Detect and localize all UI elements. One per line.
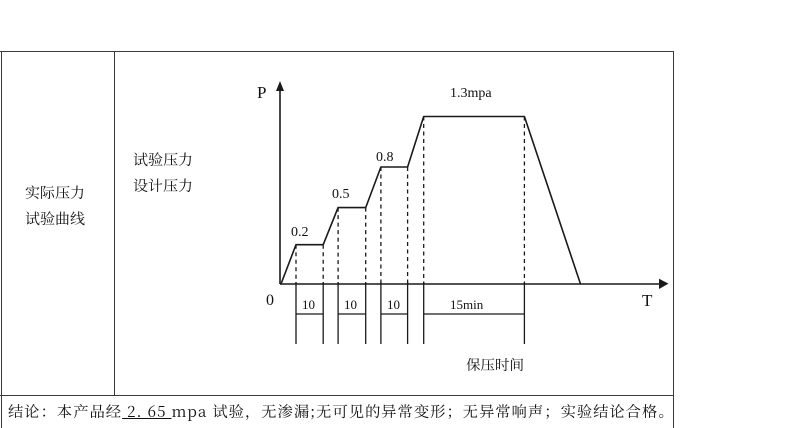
svg-text:0.8: 0.8 <box>376 150 394 165</box>
svg-text:10: 10 <box>302 297 315 312</box>
svg-text:P: P <box>257 83 266 102</box>
svg-text:T: T <box>642 291 653 310</box>
svg-text:15min: 15min <box>450 297 484 312</box>
svg-text:0.2: 0.2 <box>291 225 309 240</box>
svg-text:0: 0 <box>266 292 274 309</box>
svg-text:10: 10 <box>387 297 400 312</box>
svg-text:保压时间: 保压时间 <box>466 354 524 375</box>
svg-text:0.5: 0.5 <box>332 187 350 202</box>
svg-text:1.3mpa: 1.3mpa <box>450 86 492 101</box>
svg-text:10: 10 <box>344 297 357 312</box>
